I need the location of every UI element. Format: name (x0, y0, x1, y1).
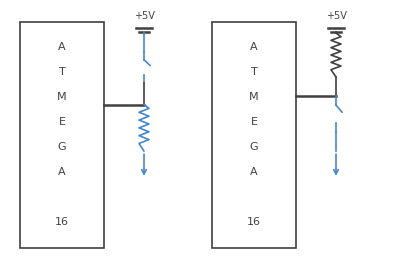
Text: 16: 16 (55, 218, 69, 227)
Text: +5V: +5V (326, 11, 346, 21)
Bar (212, 22, 296, 248)
Text: T: T (59, 67, 65, 77)
Text: G: G (58, 142, 66, 152)
Text: T: T (251, 67, 257, 77)
Bar (20, 22, 104, 248)
Text: E: E (58, 117, 66, 127)
Text: A: A (250, 167, 258, 177)
Text: M: M (249, 92, 259, 102)
Text: M: M (57, 92, 67, 102)
Text: A: A (250, 42, 258, 52)
Text: +5V: +5V (134, 11, 154, 21)
Text: 16: 16 (247, 218, 261, 227)
Text: G: G (250, 142, 258, 152)
Text: A: A (58, 167, 66, 177)
Text: E: E (250, 117, 258, 127)
Text: A: A (58, 42, 66, 52)
